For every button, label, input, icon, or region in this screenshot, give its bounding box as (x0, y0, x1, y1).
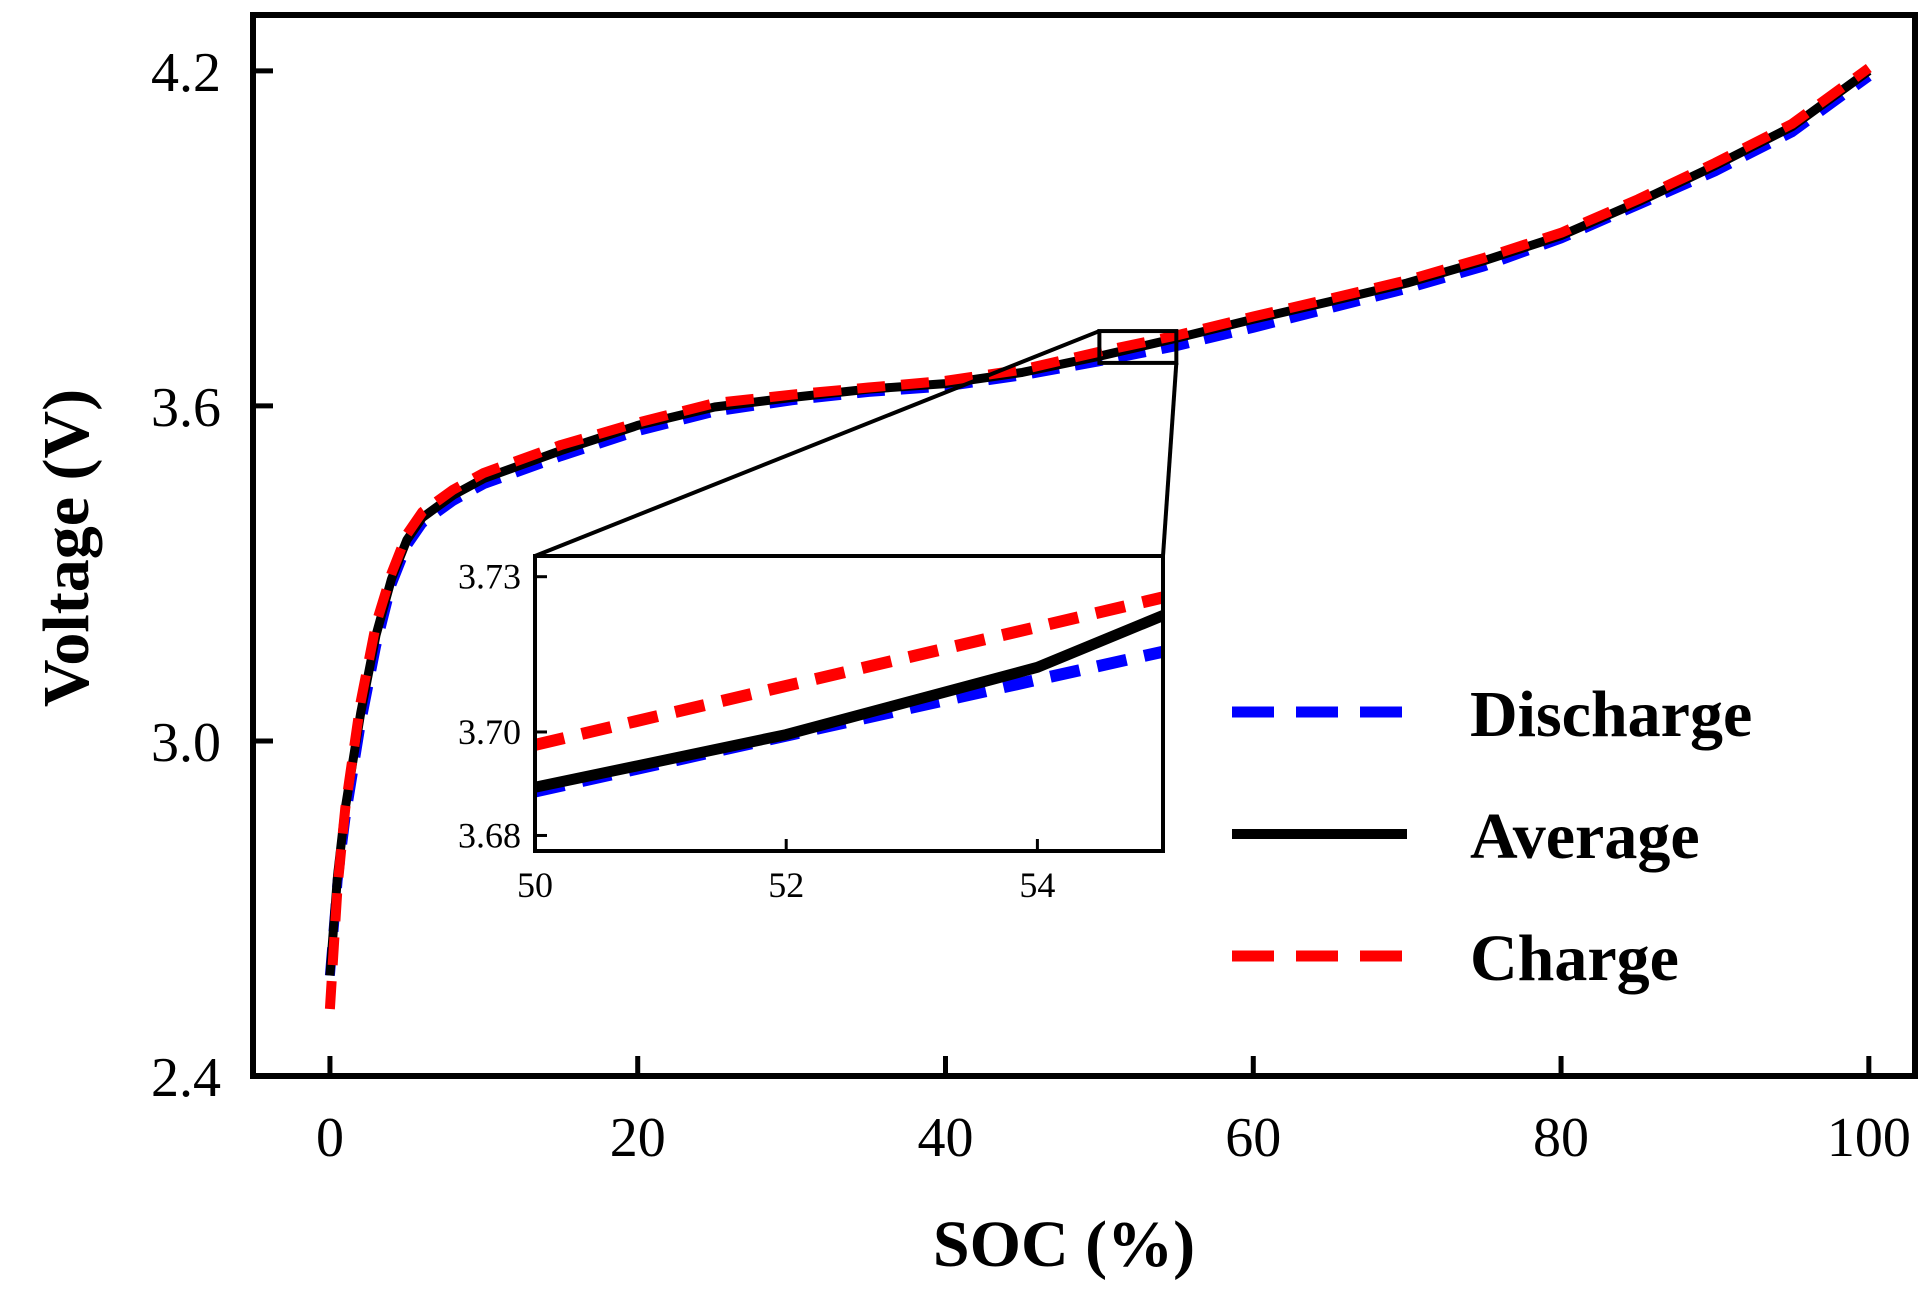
inset-y-tick-label: 3.73 (458, 557, 521, 597)
x-tick-label: 0 (316, 1107, 344, 1169)
inset-x-tick-label: 54 (1019, 865, 1055, 905)
zoom-connector-left (534, 329, 1101, 558)
x-tick-label: 40 (918, 1107, 974, 1169)
inset-series-line-charge (535, 591, 1163, 751)
x-tick-label: 20 (610, 1107, 666, 1169)
y-tick-label: 3.0 (151, 712, 221, 774)
zoom-connector-right (1161, 362, 1179, 557)
legend-label-discharge: Discharge (1470, 678, 1752, 751)
inset-y-tick-label: 3.68 (458, 815, 521, 855)
inset-background (535, 556, 1163, 851)
inset-x-tick-label: 52 (768, 865, 804, 905)
y-tick-label: 2.4 (151, 1047, 221, 1109)
y-axis-title: Voltage (V) (30, 389, 103, 707)
series-line-charge (324, 63, 1872, 1010)
y-tick-label: 4.2 (151, 42, 221, 104)
x-tick-label: 100 (1827, 1107, 1911, 1169)
legend-label-average: Average (1470, 800, 1700, 873)
x-tick-label: 60 (1225, 1107, 1281, 1169)
inset-y-tick-label: 3.70 (458, 712, 521, 752)
inset-series-line-average (535, 610, 1163, 793)
x-tick-label: 80 (1533, 1107, 1589, 1169)
inset-frame (533, 554, 1165, 853)
zoom-region-box (1097, 329, 1179, 365)
y-tick-label: 3.6 (151, 377, 221, 439)
legend-label-charge: Charge (1470, 922, 1679, 995)
x-axis-title: SOC (%) (933, 1208, 1195, 1281)
inset-x-tick-label: 50 (517, 865, 553, 905)
plot-frame (250, 12, 1918, 1079)
